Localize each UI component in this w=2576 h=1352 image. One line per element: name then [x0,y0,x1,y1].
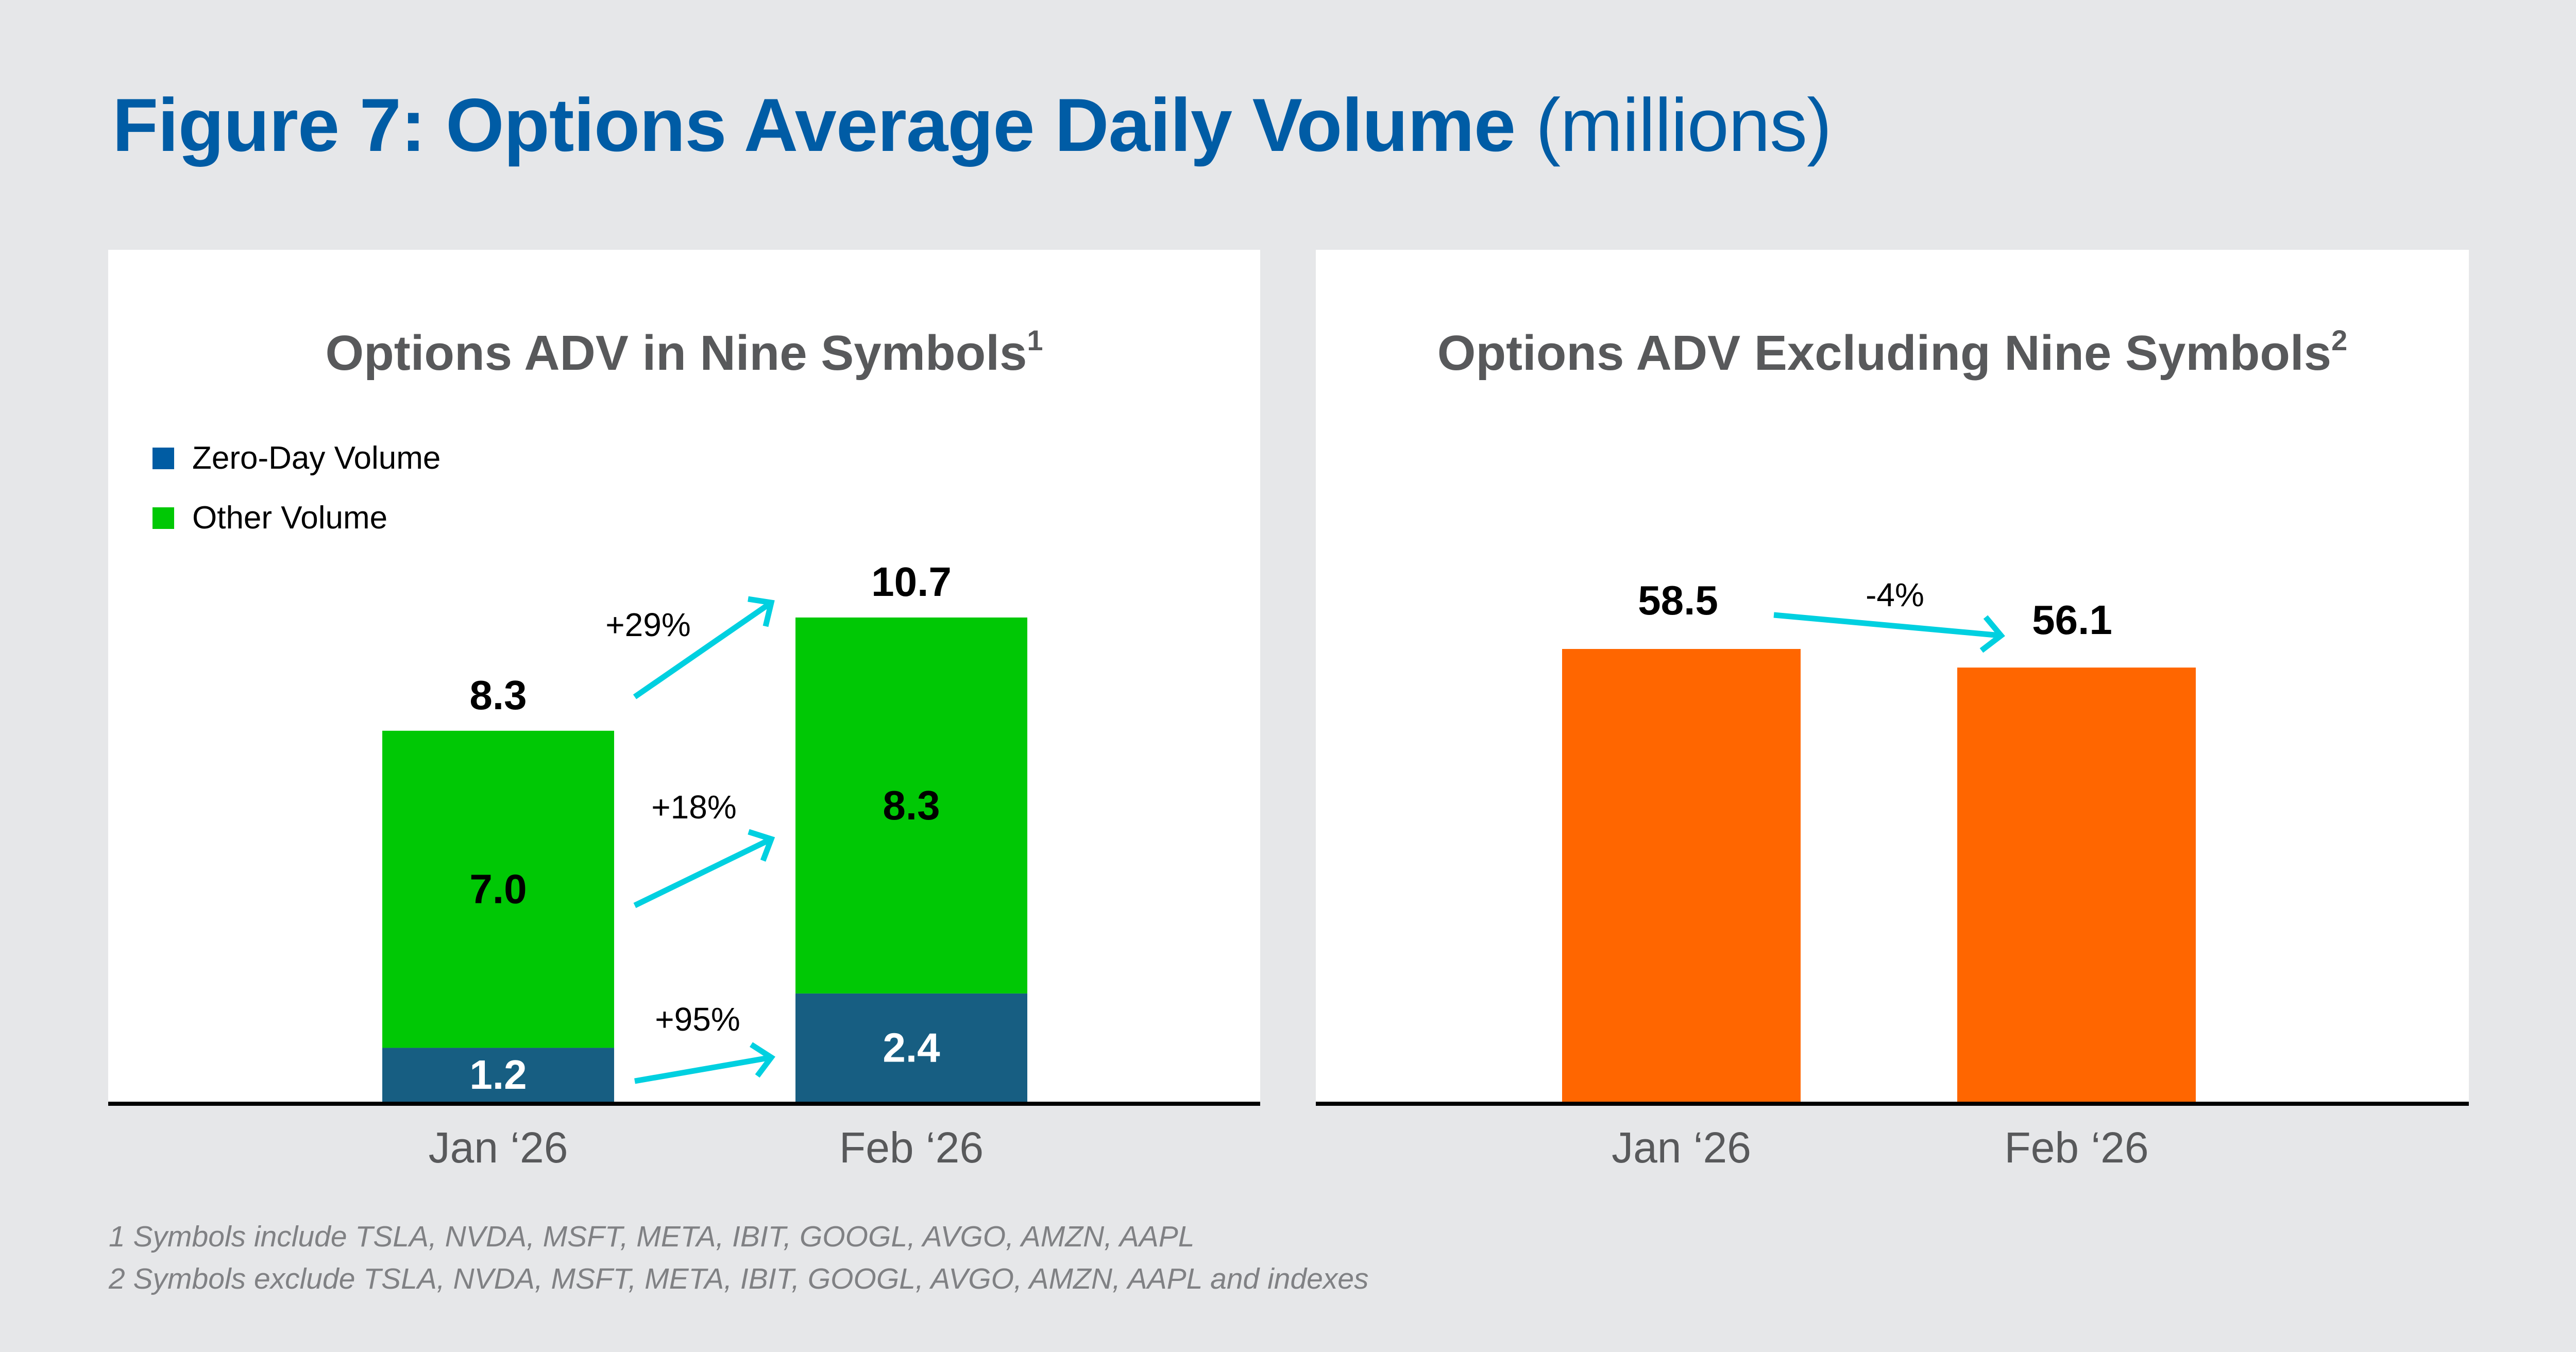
footnotes: 1 Symbols include TSLA, NVDA, MSFT, META… [109,1216,1369,1300]
change-arrows [633,596,2005,1084]
arrow-zero-day [634,1042,775,1084]
bar-excluding-1 [1957,668,2196,1102]
label-excluding-1: 56.1 [2032,597,2112,643]
arrow-other-head [748,829,775,862]
label-excluding-0: 58.5 [1638,577,1718,623]
legend-label-zero-day: Zero-Day Volume [192,440,440,476]
label-total-0: 8.3 [469,672,527,718]
x-tick-left-0: Jan ‘26 [429,1123,568,1172]
change-label-other: +18% [651,789,736,826]
right-chart-bars [1562,649,2196,1102]
arrow-total-shaft [633,600,773,699]
legend-swatch-zero-day [152,448,174,469]
right-chart-title: Options ADV Excluding Nine Symbols2 [1437,324,2347,381]
x-tick-left-1: Feb ‘26 [839,1123,984,1172]
bar-zero-day-1 [795,993,1027,1104]
left-chart-baseline [108,1102,1260,1106]
left-chart-bars [382,617,1027,1104]
right-chart-title-text: Options ADV Excluding Nine Symbols [1437,326,2331,381]
legend: Zero-Day Volume Other Volume [152,440,440,536]
label-zero-day-0: 1.2 [469,1052,527,1098]
footnote-2: 2 Symbols exclude TSLA, NVDA, MSFT, META… [109,1262,1369,1295]
arrow-other [633,829,775,908]
change-label-total: +29% [605,606,690,643]
legend-swatch-other [152,507,174,529]
arrow-total-head [748,596,775,627]
change-label-zero-day: +95% [655,1001,740,1038]
left-chart-panel [108,250,1260,1102]
arrow-other-shaft [633,836,773,908]
label-zero-day-1: 2.4 [883,1024,940,1070]
arrow-total [633,596,775,699]
right-chart-panel [1316,250,2469,1102]
figure-title-main: Figure 7: Options Average Daily Volume [112,83,1516,167]
figure-title-unit: (millions) [1535,83,1832,167]
right-chart-baseline [1316,1102,2469,1106]
arrow-excluding-shaft [1773,612,2002,639]
label-other-1: 8.3 [883,782,940,828]
arrow-zero-day-shaft [634,1054,772,1084]
footnote-1: 1 Symbols include TSLA, NVDA, MSFT, META… [109,1220,1195,1253]
right-chart-title-superscript: 2 [2331,324,2347,356]
bar-other-1 [795,617,1027,994]
chart-labels: 1.2 7.0 8.3 Jan ‘26 2.4 8.3 10.7 Feb ‘26 Jan ‘26… [429,559,2149,1172]
x-tick-right-0: Jan ‘26 [1612,1123,1751,1172]
arrow-excluding [1773,612,2005,653]
x-tick-right-1: Feb ‘26 [2004,1123,2148,1172]
left-chart-title-text: Options ADV in Nine Symbols [325,326,1027,381]
legend-label-other: Other Volume [192,500,387,536]
label-other-0: 7.0 [469,866,527,912]
label-total-1: 10.7 [871,559,952,605]
change-label-excluding: -4% [1866,576,1924,613]
figure-title: Figure 7: Options Average Daily Volume (… [112,88,1832,163]
bar-other-0 [382,730,614,1048]
bar-zero-day-0 [382,1048,614,1104]
arrow-zero-day-head [750,1042,775,1078]
arrow-excluding-head [1979,615,2005,653]
bar-excluding-0 [1562,649,1801,1102]
left-chart-title-superscript: 1 [1027,324,1043,356]
left-chart-title: Options ADV in Nine Symbols1 [325,324,1043,381]
